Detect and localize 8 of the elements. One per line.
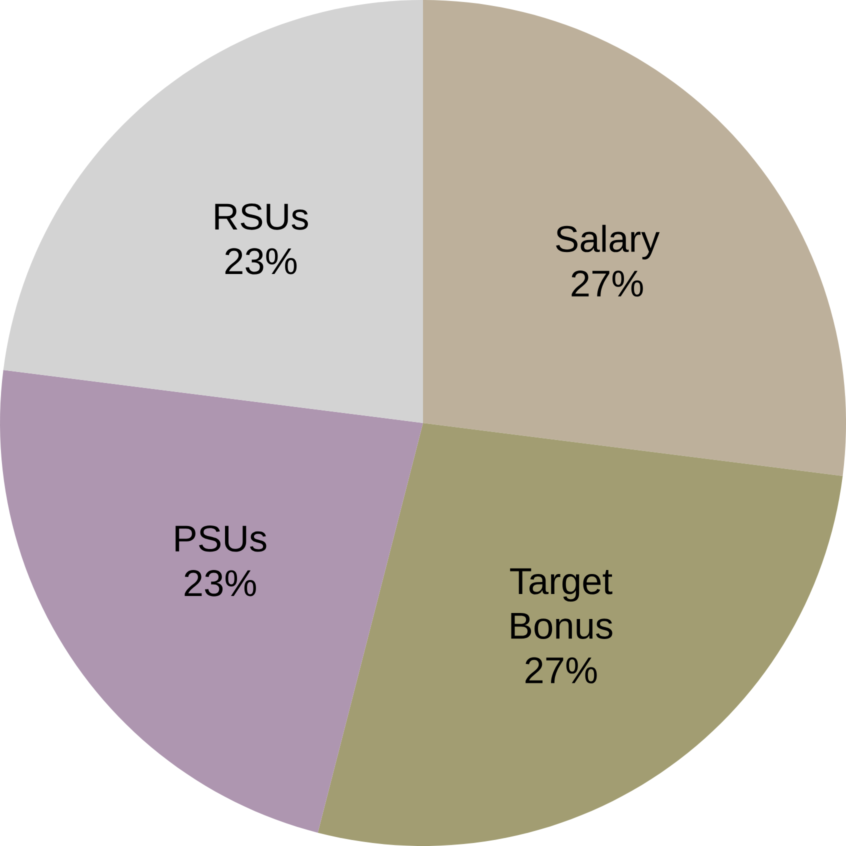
slice-label: PSUs [176,525,266,552]
slice-label: Target Bonus [510,568,612,639]
data-label: 27% [572,270,643,297]
data-label: 23% [184,570,256,596]
data-label: 23% [225,248,297,274]
slice-label: Salary [556,224,660,260]
data-label: 27% [526,657,597,684]
slice-label: RSUs [215,204,308,230]
